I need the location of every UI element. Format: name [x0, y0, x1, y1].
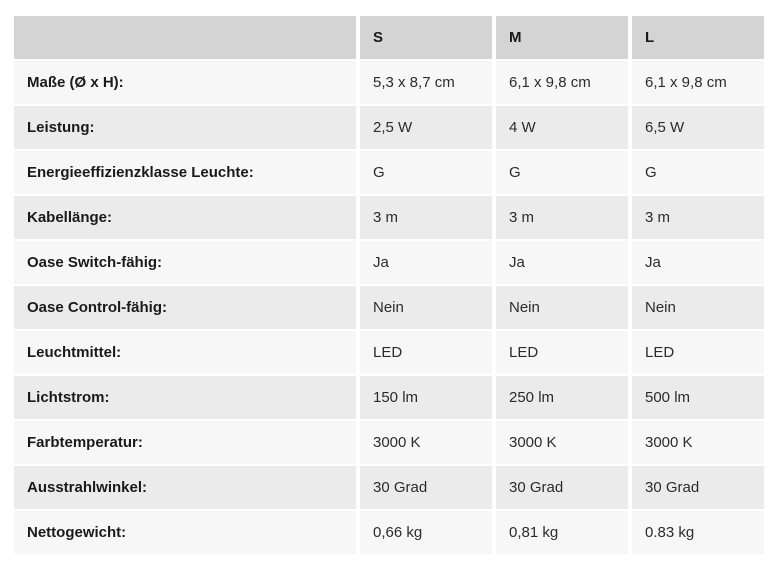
- table-row-nettogewicht: Nettogewicht: 0,66 kg 0,81 kg 0.83 kg: [10, 509, 768, 556]
- spec-value-s: 3 m: [356, 194, 496, 241]
- row-label: Lichtstrom:: [10, 374, 360, 421]
- row-label: Energieeffizienzklasse Leuchte:: [10, 149, 360, 196]
- column-header-empty: [10, 14, 360, 61]
- spec-value-m: 250 lm: [492, 374, 632, 421]
- spec-value-s: 150 lm: [356, 374, 496, 421]
- spec-value-m: 6,1 x 9,8 cm: [492, 59, 632, 106]
- spec-value-m: 30 Grad: [492, 464, 632, 511]
- spec-value-m: 0,81 kg: [492, 509, 632, 556]
- spec-value-l: 500 lm: [628, 374, 768, 421]
- spec-value-l: LED: [628, 329, 768, 376]
- header-row: S M L: [10, 14, 768, 61]
- row-label: Leuchtmittel:: [10, 329, 360, 376]
- row-label: Nettogewicht:: [10, 509, 360, 556]
- table-row-masse: Maße (Ø x H): 5,3 x 8,7 cm 6,1 x 9,8 cm …: [10, 59, 768, 106]
- spec-value-l: 0.83 kg: [628, 509, 768, 556]
- spec-value-s: 3000 K: [356, 419, 496, 466]
- spec-value-m: 3 m: [492, 194, 632, 241]
- table-row-oase-switch: Oase Switch-fähig: Ja Ja Ja: [10, 239, 768, 286]
- table-row-kabellaenge: Kabellänge: 3 m 3 m 3 m: [10, 194, 768, 241]
- spec-table-body: Maße (Ø x H): 5,3 x 8,7 cm 6,1 x 9,8 cm …: [10, 59, 768, 556]
- spec-value-l: 30 Grad: [628, 464, 768, 511]
- spec-value-m: Nein: [492, 284, 632, 331]
- row-label: Ausstrahlwinkel:: [10, 464, 360, 511]
- table-row-ausstrahlwinkel: Ausstrahlwinkel: 30 Grad 30 Grad 30 Grad: [10, 464, 768, 511]
- row-label: Oase Switch-fähig:: [10, 239, 360, 286]
- spec-value-s: 5,3 x 8,7 cm: [356, 59, 496, 106]
- spec-value-s: G: [356, 149, 496, 196]
- column-header-m: M: [492, 14, 632, 61]
- spec-table-header: S M L: [10, 14, 768, 61]
- product-spec-table: S M L Maße (Ø x H): 5,3 x 8,7 cm 6,1 x 9…: [10, 14, 768, 556]
- spec-value-l: G: [628, 149, 768, 196]
- row-label: Farbtemperatur:: [10, 419, 360, 466]
- row-label: Leistung:: [10, 104, 360, 151]
- column-header-s: S: [356, 14, 496, 61]
- spec-value-l: 3000 K: [628, 419, 768, 466]
- spec-value-s: Ja: [356, 239, 496, 286]
- spec-value-s: Nein: [356, 284, 496, 331]
- table-row-energieeffizienzklasse: Energieeffizienzklasse Leuchte: G G G: [10, 149, 768, 196]
- spec-value-m: 3000 K: [492, 419, 632, 466]
- row-label: Maße (Ø x H):: [10, 59, 360, 106]
- table-row-farbtemperatur: Farbtemperatur: 3000 K 3000 K 3000 K: [10, 419, 768, 466]
- spec-value-l: 6,5 W: [628, 104, 768, 151]
- spec-value-s: 0,66 kg: [356, 509, 496, 556]
- spec-value-m: LED: [492, 329, 632, 376]
- spec-value-m: 4 W: [492, 104, 632, 151]
- spec-value-m: G: [492, 149, 632, 196]
- spec-value-l: Ja: [628, 239, 768, 286]
- table-row-leistung: Leistung: 2,5 W 4 W 6,5 W: [10, 104, 768, 151]
- row-label: Oase Control-fähig:: [10, 284, 360, 331]
- spec-value-l: 3 m: [628, 194, 768, 241]
- spec-value-m: Ja: [492, 239, 632, 286]
- spec-value-l: 6,1 x 9,8 cm: [628, 59, 768, 106]
- column-header-l: L: [628, 14, 768, 61]
- spec-value-s: LED: [356, 329, 496, 376]
- row-label: Kabellänge:: [10, 194, 360, 241]
- spec-value-s: 2,5 W: [356, 104, 496, 151]
- table-row-lichtstrom: Lichtstrom: 150 lm 250 lm 500 lm: [10, 374, 768, 421]
- table-row-leuchtmittel: Leuchtmittel: LED LED LED: [10, 329, 768, 376]
- spec-value-s: 30 Grad: [356, 464, 496, 511]
- spec-value-l: Nein: [628, 284, 768, 331]
- table-row-oase-control: Oase Control-fähig: Nein Nein Nein: [10, 284, 768, 331]
